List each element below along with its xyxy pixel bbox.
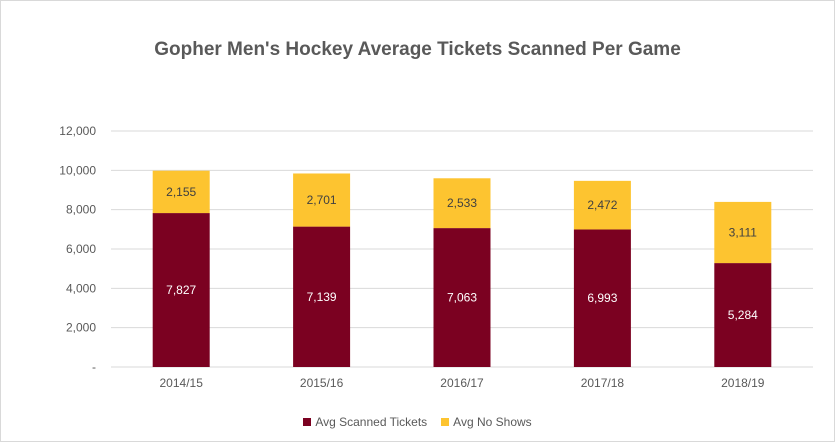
y-tick-label: 4,000 [66,281,96,295]
x-tick-label: 2014/15 [160,376,204,390]
bar-no-shows [714,201,772,264]
data-label: 2,472 [587,198,617,212]
x-tick-label: 2016/17 [440,376,484,390]
bar-no-shows [152,170,210,214]
bar-scanned [293,226,351,367]
legend-swatch [441,418,450,426]
data-label: 5,284 [728,308,758,322]
data-label: 7,827 [166,283,196,297]
data-label: 2,701 [307,193,337,207]
legend-swatch [303,418,312,426]
bar-scanned [433,228,491,367]
x-tick-label: 2018/19 [721,376,765,390]
data-label: 6,993 [587,291,617,305]
data-label: 2,155 [166,185,196,199]
legend-label: Avg No Shows [453,415,532,429]
legend-label: Avg Scanned Tickets [315,415,428,429]
y-tick-label: 12,000 [59,124,96,138]
data-label: 2,533 [447,196,477,210]
bar-no-shows [573,180,631,230]
y-tick-label: 10,000 [59,163,96,177]
bar-no-shows [433,178,491,229]
bar-scanned [573,229,631,367]
y-tick-label: - [92,360,96,374]
y-tick-label: 8,000 [66,203,96,217]
data-label: 7,063 [447,291,477,305]
data-label: 7,139 [307,290,337,304]
x-tick-label: 2015/16 [300,376,344,390]
bar-scanned [152,213,210,367]
bar-no-shows [293,173,351,227]
bar-scanned [714,263,772,367]
x-tick-label: 2017/18 [581,376,625,390]
chart-title: Gopher Men's Hockey Average Tickets Scan… [154,39,681,60]
y-tick-label: 2,000 [66,321,96,335]
y-tick-label: 6,000 [66,242,96,256]
legend-item: Avg No Shows [441,415,532,429]
legend-item: Avg Scanned Tickets [303,415,427,429]
data-label: 3,111 [729,225,758,239]
legend: Avg Scanned Tickets Avg No Shows [1,415,834,429]
